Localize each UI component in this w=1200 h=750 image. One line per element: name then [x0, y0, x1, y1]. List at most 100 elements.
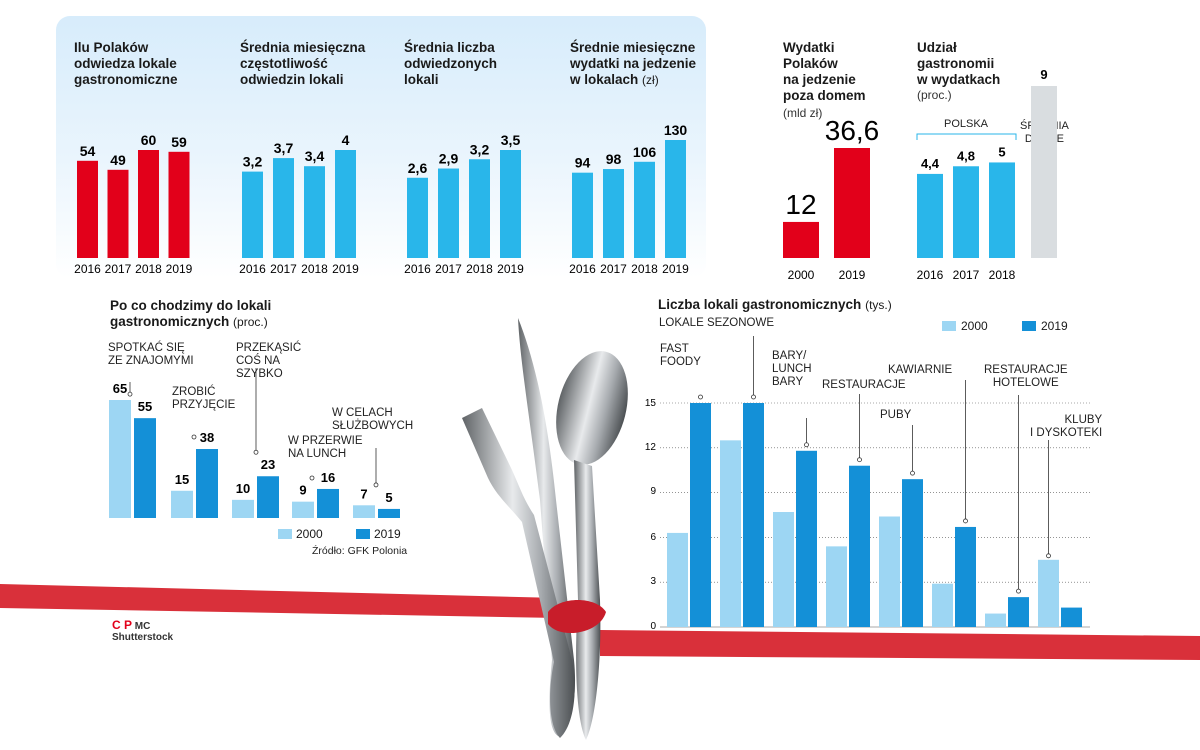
venue-ytick-12: 12 [645, 442, 657, 453]
visitors-year-2017: 2017 [105, 262, 132, 276]
reasons-leader-dot-2 [253, 449, 259, 455]
venue-bar-2000-2 [773, 512, 794, 627]
venue-legend-2019-swatch [1022, 321, 1036, 331]
share-value-2016: 4,4 [921, 156, 940, 171]
venue-leader-dot-7 [1046, 553, 1051, 559]
reasons-leader-dot-3 [309, 475, 315, 481]
visitors-bar-2016 [77, 160, 98, 258]
monthly_spend-value-2017: 98 [606, 151, 622, 167]
venue-bar-2019-2 [796, 450, 817, 627]
visitors-year-2019: 2019 [166, 262, 193, 276]
spend-outside-year-2000: 2000 [788, 268, 815, 282]
venue-bar-2000-6 [985, 613, 1006, 627]
reasons-value-2019-4: 5 [385, 490, 392, 505]
venue-ytick-0: 0 [650, 621, 656, 632]
share-value-2018: 5 [998, 144, 1005, 159]
venue-ytick-6: 6 [650, 532, 656, 543]
venue-label-pubs: PUBY [880, 409, 912, 421]
reasons-value-2019-1: 38 [200, 430, 214, 445]
venue-label-clubs: KLUBY I DYSKOTEKI [1030, 414, 1103, 439]
share-value-2017: 4,8 [957, 148, 975, 163]
chart-title-visitors: Ilu Polaków odwiedza lokale gastronomicz… [74, 40, 178, 87]
reasons-bar-2019-1 [196, 449, 218, 518]
ribbon-left [0, 584, 560, 618]
reasons-value-2000-0: 65 [113, 381, 127, 396]
reasons-bar-2000-0 [109, 400, 131, 518]
monthly_spend-year-2016: 2016 [569, 262, 596, 276]
reasons-label-4: W CELACH SŁUŻBOWYCH [332, 407, 414, 432]
share-bar-2018 [989, 162, 1015, 258]
venue-bar-2000-5 [932, 583, 953, 627]
frequency-year-2017: 2017 [270, 262, 297, 276]
frequency-year-2016: 2016 [239, 262, 266, 276]
frequency-year-2018: 2018 [301, 262, 328, 276]
share-group-label: POLSKA [944, 118, 989, 130]
venue-leader-dot-0 [698, 394, 703, 400]
venue-bar-2000-1 [720, 440, 741, 627]
photo-credit: Shutterstock [112, 632, 174, 643]
reasons-legend-2019: 2019 [374, 527, 401, 541]
venue-ytick-15: 15 [645, 398, 657, 409]
monthly_spend-year-2018: 2018 [631, 262, 658, 276]
venue-bar-2000-0 [667, 532, 688, 627]
visitors-value-2018: 60 [141, 132, 157, 148]
monthly_spend-bar-2019 [665, 140, 686, 258]
venue-label-seasonal: LOKALE SEZONOWE [659, 317, 775, 329]
venues-year-2019: 2019 [497, 262, 524, 276]
venues-value-2018: 3,2 [470, 141, 490, 157]
reasons-bar-2019-3 [317, 488, 339, 518]
reasons-value-2000-4: 7 [360, 486, 367, 501]
share-bar-2016 [917, 173, 943, 258]
reasons-value-2000-3: 9 [299, 483, 306, 498]
monthly_spend-year-2019: 2019 [662, 262, 689, 276]
reasons-label-1: ZROBIĆ PRZYJĘCIE [172, 386, 236, 411]
reasons-bar-2000-2 [232, 499, 254, 518]
reasons-bar-2000-4 [353, 505, 375, 518]
venue-bar-2000-3 [826, 546, 847, 627]
reasons-legend-2000-swatch [278, 529, 292, 539]
chart-title-share: Udział gastronomii w wydatkach [917, 40, 1001, 87]
spend-outside-bar-2019 [834, 148, 870, 258]
venue-ytick-9: 9 [650, 486, 656, 497]
reasons-value-2019-2: 23 [261, 457, 275, 472]
visitors-year-2018: 2018 [135, 262, 162, 276]
reasons-value-2019-3: 16 [321, 470, 335, 485]
venue-bar-2019-3 [849, 465, 870, 627]
monthly_spend-value-2016: 94 [575, 155, 591, 171]
visitors-value-2016: 54 [80, 143, 96, 159]
venues-bar-2019 [500, 150, 521, 258]
share-eu-value: 9 [1040, 67, 1047, 82]
ribbon-right [600, 630, 1200, 660]
source-note: Źródło: GFK Polonia [312, 545, 408, 557]
share-bar-2017 [953, 166, 979, 258]
reasons-bar-2000-1 [171, 490, 193, 518]
frequency-bar-2016 [242, 171, 263, 258]
frequency-bar-2017 [273, 158, 294, 258]
frequency-value-2018: 3,4 [305, 148, 325, 164]
spoon-handle [574, 460, 601, 740]
share-year-2016: 2016 [917, 268, 944, 282]
copyright-mark: C P MC [112, 618, 151, 632]
share-year-2017: 2017 [953, 268, 980, 282]
venue-leader-dot-5 [963, 518, 968, 524]
venues-bar-2016 [407, 177, 428, 258]
venues-year-2018: 2018 [466, 262, 493, 276]
fork-icon [462, 408, 575, 738]
frequency-value-2017: 3,7 [274, 140, 294, 156]
venue-leader-dot-1 [751, 394, 756, 400]
monthly_spend-value-2018: 106 [633, 144, 657, 160]
visitors-value-2019: 59 [171, 134, 187, 150]
venue-bar-2019-1 [743, 403, 764, 627]
reasons-label-2: PRZEKĄSIĆ COŚ NA SZYBKO [236, 342, 302, 380]
reasons-legend-2019-swatch [356, 529, 370, 539]
venue-legend-2019: 2019 [1041, 319, 1068, 333]
share-group-bracket [916, 133, 1017, 140]
spend-outside-bar-2000 [783, 221, 819, 258]
venues-bar-2018 [469, 159, 490, 258]
frequency-value-2019: 4 [342, 132, 350, 148]
monthly_spend-bar-2017 [603, 169, 624, 258]
reasons-bar-2019-2 [257, 476, 279, 518]
chart-title-reasons: Po co chodzimy do lokali gastronomicznyc… [110, 298, 272, 329]
venues-value-2019: 3,5 [501, 132, 521, 148]
